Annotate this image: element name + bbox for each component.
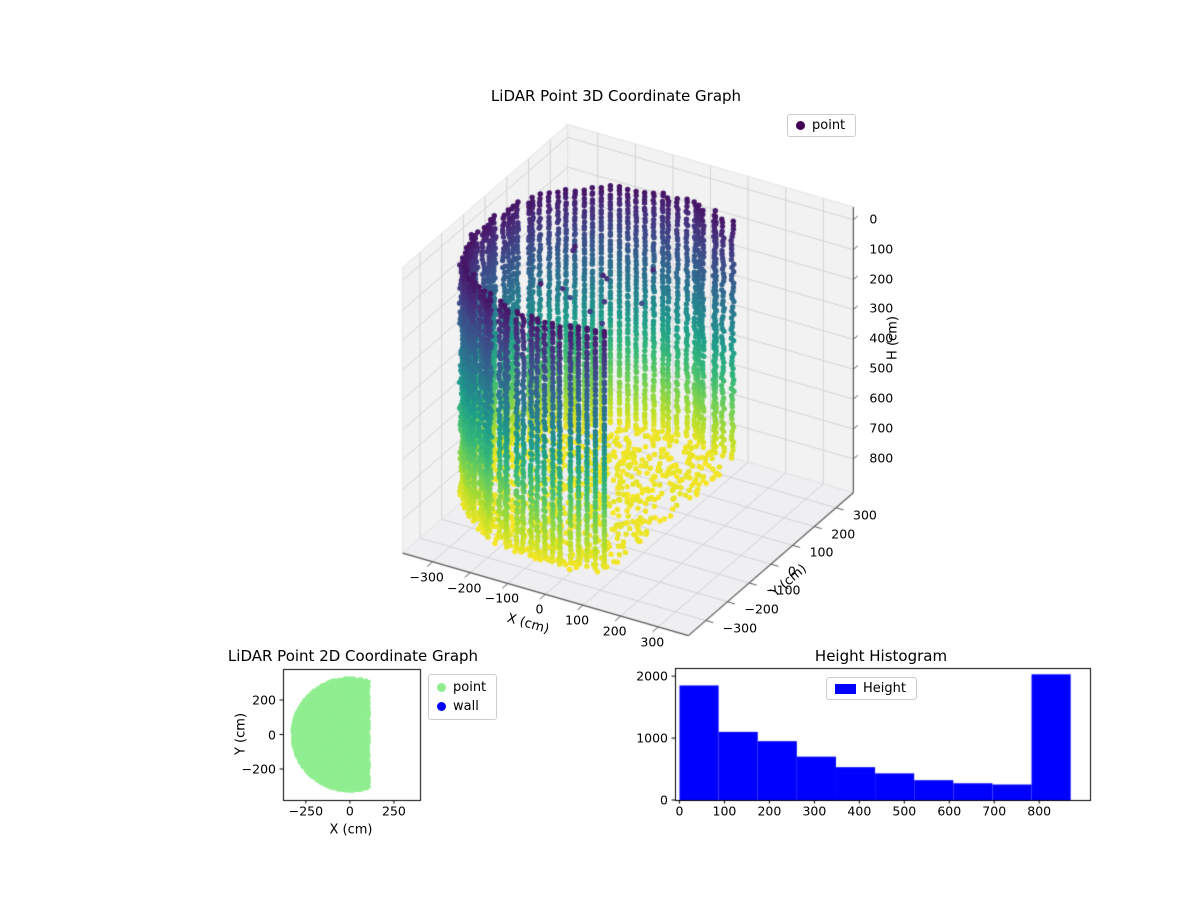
tick-label: 800 — [869, 450, 894, 466]
tick-label: 300 — [869, 300, 894, 316]
plot3d-legend: point — [787, 114, 857, 137]
tick-label: 0 — [869, 211, 878, 227]
plot2d-legend-entry-wall: wall — [437, 699, 479, 714]
tick-label: 400 — [869, 330, 894, 346]
tick-label: −200 — [744, 601, 779, 617]
histogram-title: Height Histogram — [814, 647, 948, 665]
plot2d-legend-entry-point: point — [437, 680, 486, 695]
tick-label: 600 — [937, 803, 962, 819]
tick-label: 200 — [869, 271, 894, 287]
tick-label: −100 — [484, 590, 520, 606]
tick-label: 300 — [802, 803, 827, 819]
tick-label: 400 — [847, 803, 872, 819]
wall-marker-icon — [437, 702, 446, 711]
plot3d-legend-label: point — [812, 118, 846, 133]
height-swatch-icon — [835, 683, 856, 694]
tick-label: −300 — [409, 569, 444, 585]
tick-label: 200 — [252, 692, 276, 708]
tick-label: 1000 — [636, 730, 668, 746]
plot3d-title: LiDAR Point 3D Coordinate Graph — [490, 87, 742, 105]
plot2d-legend: point wall — [428, 674, 498, 720]
tick-label: 100 — [565, 612, 590, 628]
plot3d-xaxis-label: X (cm) — [505, 610, 551, 638]
tick-label: 0 — [675, 803, 684, 819]
tick-label: 0 — [535, 601, 544, 617]
tick-label: 300 — [853, 507, 877, 523]
tick-label: 0 — [660, 792, 668, 808]
tick-label: 200 — [757, 803, 782, 819]
plot2d-yaxis-label: Y (cm) — [233, 712, 249, 756]
tick-label: 600 — [869, 390, 894, 406]
plot2d-xaxis-label: X (cm) — [329, 822, 373, 838]
tick-label: 250 — [382, 803, 406, 819]
tick-label: 2000 — [636, 668, 668, 684]
plot2d-legend-label-point: point — [453, 680, 487, 695]
tick-label: 0 — [268, 727, 276, 742]
histogram-legend: Height — [826, 677, 917, 700]
tick-label: 100 — [809, 544, 834, 560]
tick-label: 200 — [602, 623, 627, 639]
tick-label: 100 — [869, 241, 894, 257]
tick-label: 300 — [640, 634, 665, 650]
histogram-legend-label: Height — [863, 681, 906, 696]
tick-label: −300 — [722, 620, 758, 636]
tick-label: 800 — [1027, 803, 1052, 819]
tick-label: 500 — [892, 803, 917, 819]
plot2d-title: LiDAR Point 2D Coordinate Graph — [227, 647, 479, 665]
tick-label: −200 — [447, 580, 482, 596]
tick-label: 100 — [712, 803, 737, 819]
point-marker-icon — [437, 683, 446, 692]
tick-label: 700 — [869, 420, 894, 436]
point-marker-icon — [796, 121, 805, 130]
tick-label: −250 — [288, 803, 324, 819]
tick-label: 0 — [787, 563, 796, 579]
tick-label: 700 — [982, 803, 1007, 819]
tick-label: 500 — [869, 360, 894, 376]
tick-label: −100 — [766, 582, 801, 598]
tick-label: 200 — [831, 526, 856, 542]
tick-label: −200 — [241, 761, 276, 777]
tick-label: 0 — [345, 803, 354, 819]
plot2d-legend-label-wall: wall — [453, 699, 479, 714]
